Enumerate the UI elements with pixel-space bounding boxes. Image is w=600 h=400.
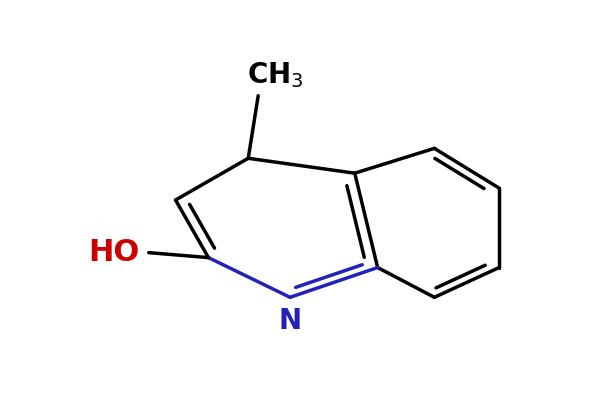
Text: N: N <box>278 307 302 335</box>
Text: HO: HO <box>88 238 140 267</box>
Text: CH$_3$: CH$_3$ <box>247 60 303 90</box>
